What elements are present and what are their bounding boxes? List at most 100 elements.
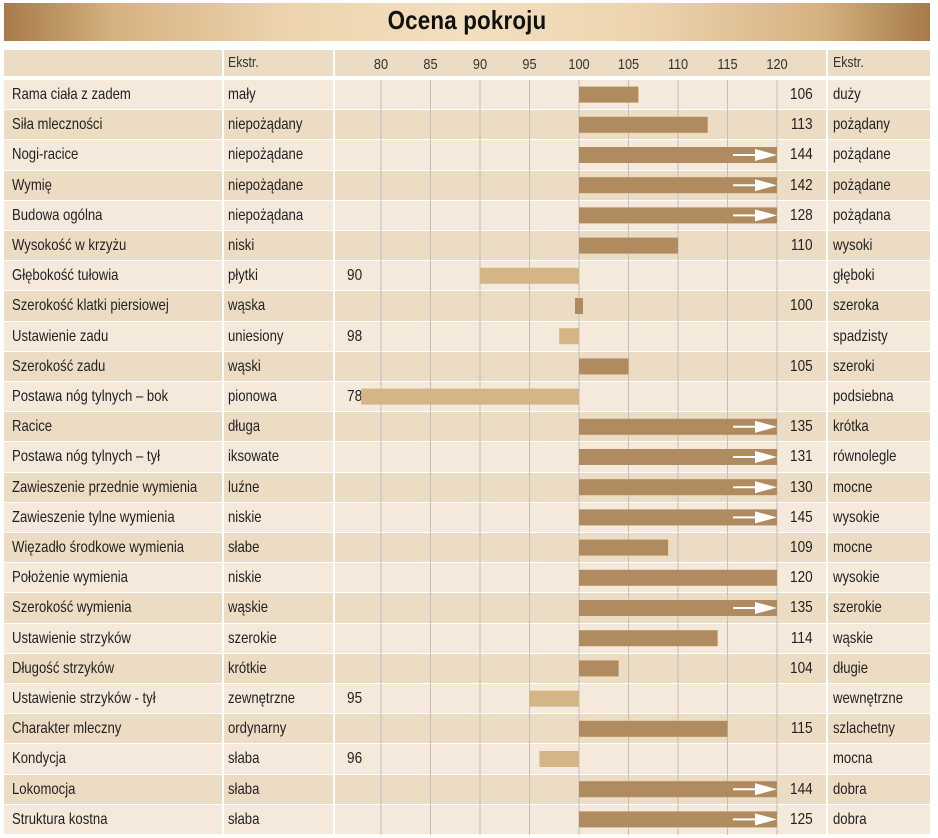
- bar: [559, 328, 579, 345]
- header-extreme-low: Ekstr.: [228, 54, 259, 71]
- overflow-arrow-head: [755, 451, 777, 463]
- table-row: [4, 291, 930, 321]
- overflow-arrow-head: [755, 511, 777, 524]
- trait-label: Lokomocja: [12, 780, 76, 798]
- value-label: 131: [790, 448, 813, 466]
- extreme-low-label: wąska: [228, 297, 266, 315]
- x-tick-label: 100: [568, 55, 589, 72]
- bar: [480, 267, 579, 284]
- header-row: [4, 50, 930, 76]
- trait-label: Położenie wymienia: [12, 569, 128, 587]
- value-label: 125: [790, 810, 813, 828]
- extreme-high-label: wysokie: [833, 569, 880, 587]
- trait-label: Głębokość tułowia: [12, 267, 119, 285]
- trait-label: Długość strzyków: [12, 659, 115, 677]
- value-label: 114: [791, 629, 813, 647]
- bar: [579, 479, 777, 496]
- x-tick-label: 120: [766, 55, 787, 72]
- value-label: 135: [790, 418, 813, 436]
- extreme-high-label: pożądane: [833, 176, 891, 194]
- value-label: 135: [790, 599, 813, 617]
- extreme-high-label: długie: [833, 659, 869, 677]
- overflow-arrow-head: [755, 420, 777, 433]
- overflow-arrow-head: [755, 481, 777, 494]
- table-row: [4, 321, 930, 351]
- trait-label: Szerokość klatki piersiowej: [12, 297, 169, 315]
- bar: [579, 781, 777, 798]
- extreme-low-label: krótkie: [228, 659, 267, 677]
- extreme-high-label: mocna: [833, 750, 873, 768]
- value-label: 100: [790, 297, 813, 315]
- overflow-arrow-head: [755, 813, 777, 826]
- value-label: 130: [790, 478, 813, 496]
- trait-label: Szerokość zadu: [12, 357, 106, 375]
- value-label: 96: [347, 750, 363, 768]
- bar: [579, 600, 777, 616]
- trait-label: Więzadło środkowe wymienia: [12, 539, 185, 556]
- table-row: [4, 351, 930, 381]
- value-label: 115: [791, 720, 813, 738]
- extreme-low-label: niski: [228, 237, 255, 254]
- table-row: [4, 623, 930, 653]
- trait-label: Budowa ogólna: [12, 206, 103, 224]
- extreme-low-label: szerokie: [228, 629, 277, 647]
- value-label: 145: [790, 508, 813, 526]
- extreme-high-label: wąskie: [833, 629, 874, 647]
- extreme-low-label: niepożądana: [228, 206, 304, 224]
- trait-label: Kondycja: [12, 750, 66, 768]
- extreme-high-label: mocne: [833, 539, 873, 556]
- x-tick-label: 85: [423, 55, 437, 72]
- trait-label: Ustawienie zadu: [12, 327, 109, 345]
- extreme-high-label: pożądane: [833, 146, 891, 164]
- x-tick-label: 95: [522, 55, 536, 72]
- extreme-high-label: szerokie: [833, 599, 882, 617]
- x-tick-label: 110: [668, 55, 689, 72]
- trait-label: Nogi-racice: [12, 146, 79, 164]
- extreme-low-label: mały: [228, 86, 256, 103]
- value-label: 78: [347, 388, 363, 405]
- value-label: 98: [347, 327, 363, 345]
- overflow-arrow-head: [755, 783, 777, 796]
- x-tick-label: 90: [473, 55, 487, 72]
- extreme-high-label: równolegle: [833, 448, 897, 466]
- bar: [539, 751, 579, 767]
- table-row: [4, 110, 930, 140]
- extreme-high-label: wewnętrzne: [833, 690, 904, 707]
- header-extreme-high: Ekstr.: [833, 54, 864, 71]
- bar: [361, 388, 579, 405]
- value-label: 105: [790, 357, 813, 375]
- bar: [529, 690, 579, 707]
- trait-label: Charakter mleczny: [12, 720, 122, 738]
- table-row: [4, 714, 930, 744]
- bar: [575, 298, 583, 314]
- extreme-high-label: dobra: [833, 810, 867, 828]
- bar: [579, 147, 777, 163]
- extreme-high-label: krótka: [833, 418, 869, 436]
- extreme-low-label: ordynarny: [228, 720, 287, 738]
- x-tick-label: 115: [717, 55, 738, 72]
- extreme-high-label: spadzisty: [833, 327, 888, 345]
- extreme-low-label: słaba: [228, 810, 260, 828]
- value-label: 142: [790, 176, 813, 194]
- extreme-low-label: słaba: [228, 750, 260, 768]
- trait-label: Zawieszenie przednie wymienia: [12, 478, 198, 496]
- extreme-high-label: szeroki: [833, 357, 875, 375]
- extreme-low-label: wąski: [228, 357, 261, 375]
- extreme-low-label: niskie: [228, 508, 262, 526]
- bar: [579, 86, 639, 103]
- x-tick-label: 80: [374, 55, 388, 72]
- extreme-high-label: mocne: [833, 478, 873, 496]
- extreme-high-label: dobra: [833, 780, 867, 798]
- extreme-low-label: słaba: [228, 780, 260, 798]
- extreme-high-label: pożądany: [833, 116, 890, 134]
- extreme-low-label: długa: [228, 418, 261, 436]
- bar: [579, 811, 777, 828]
- bar: [579, 449, 777, 465]
- bar: [579, 720, 728, 737]
- overflow-arrow-head: [755, 149, 777, 161]
- extreme-low-label: słabe: [228, 539, 260, 556]
- extreme-high-label: głęboki: [833, 267, 875, 285]
- value-label: 90: [347, 267, 363, 285]
- column-separator: [826, 50, 828, 835]
